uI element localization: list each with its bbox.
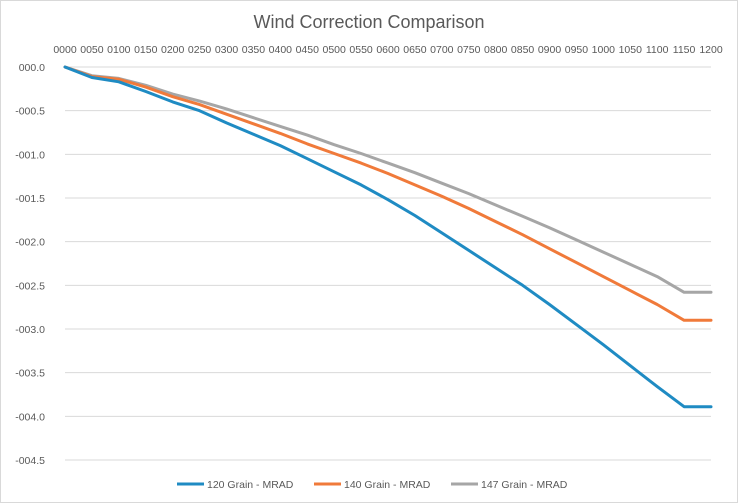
x-tick-label: 1050: [619, 44, 643, 56]
x-tick-label: 0300: [215, 44, 239, 56]
x-tick-label: 1000: [592, 44, 616, 56]
y-tick-label: -001.0: [15, 149, 45, 161]
legend-label: 140 Grain - MRAD: [344, 479, 431, 491]
series-line: [63, 65, 713, 409]
legend-label: 147 Grain - MRAD: [481, 479, 568, 491]
series-line: [63, 65, 713, 322]
x-tick-label: 0750: [457, 44, 481, 56]
y-tick-label: -000.5: [15, 106, 45, 118]
y-tick-label: -003.5: [15, 368, 45, 380]
chart-title: Wind Correction Comparison: [253, 12, 484, 32]
x-axis-tick-labels: 0000 0050 0100 0150 0200 0250 0300 0350 0400 0450…: [53, 44, 723, 56]
x-tick-label: 0250: [188, 44, 212, 56]
x-tick-label: 0500: [322, 44, 346, 56]
legend: 120 Grain - MRAD 140 Grain - MRAD 147 Grai…: [177, 479, 568, 491]
y-axis-tick-labels: 000.0 -000.5 -001.0 -001.5 -002.0 -002.5 -003.…: [15, 62, 45, 467]
x-tick-label: 1100: [646, 44, 669, 56]
x-tick-label: 0550: [349, 44, 373, 56]
x-tick-label: 0600: [376, 44, 400, 56]
series-line: [63, 65, 713, 294]
x-tick-label: 1150: [673, 44, 696, 56]
x-tick-label: 0050: [80, 44, 104, 56]
x-tick-label: 0950: [565, 44, 589, 56]
y-tick-label: -002.5: [15, 280, 45, 292]
x-tick-label: 0800: [484, 44, 508, 56]
y-tick-label: -003.0: [15, 324, 45, 336]
x-tick-label: 0700: [430, 44, 454, 56]
x-tick-label: 0150: [134, 44, 158, 56]
y-tick-label: -001.5: [15, 193, 45, 205]
x-tick-label: 0200: [161, 44, 185, 56]
gridlines: [65, 66, 711, 461]
x-tick-label: 0900: [538, 44, 562, 56]
x-tick-label: 0350: [242, 44, 266, 56]
y-tick-label: -004.0: [15, 411, 45, 423]
y-tick-label: 000.0: [19, 62, 45, 74]
x-tick-label: 0850: [511, 44, 535, 56]
x-tick-label: 0100: [107, 44, 131, 56]
x-tick-label: 0000: [53, 44, 77, 56]
x-tick-label: 0450: [296, 44, 320, 56]
legend-label: 120 Grain - MRAD: [207, 479, 294, 491]
series-lines: [63, 65, 713, 409]
x-tick-label: 1200: [699, 44, 723, 56]
y-tick-label: -002.0: [15, 237, 45, 249]
x-tick-label: 0650: [403, 44, 427, 56]
x-tick-label: 0400: [269, 44, 293, 56]
y-tick-label: -004.5: [15, 455, 45, 467]
